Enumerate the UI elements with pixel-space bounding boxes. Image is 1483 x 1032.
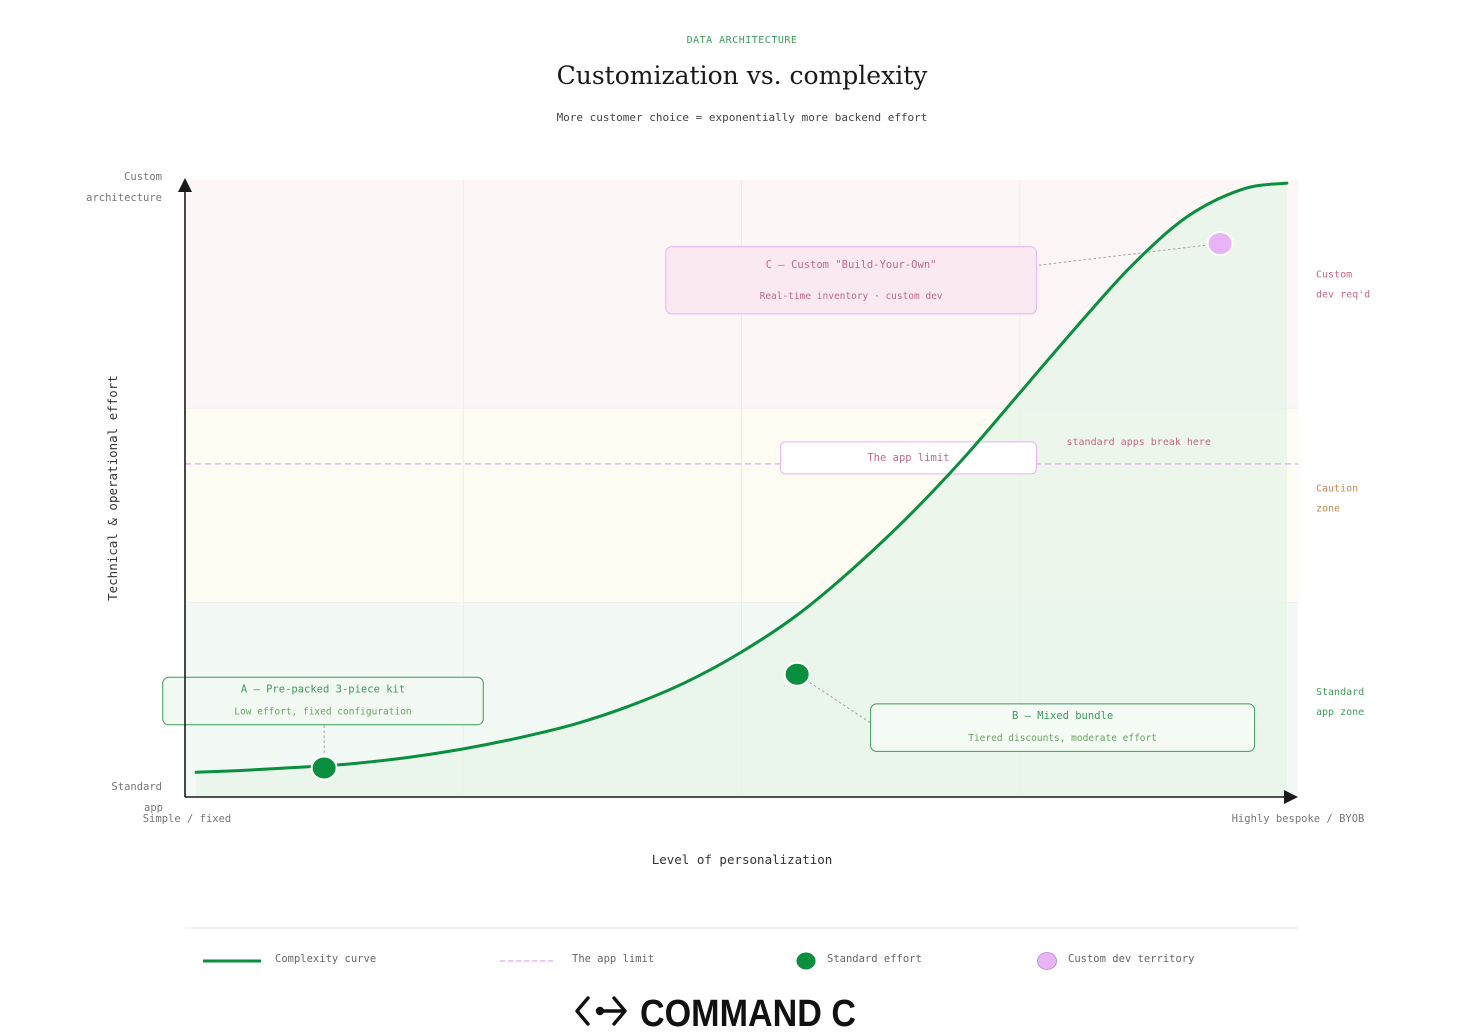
point-A bbox=[310, 755, 338, 781]
legend-swatch-dot-pink bbox=[1037, 952, 1057, 970]
zone-label-2-line-1: dev req'd bbox=[1316, 289, 1370, 300]
axes bbox=[178, 178, 1298, 804]
y-tick-top-label: Custom architecture bbox=[86, 171, 162, 204]
legend-entry-1: The app limit bbox=[500, 953, 654, 965]
y-tick-top: Custom architecture bbox=[86, 171, 162, 204]
callout-B: B — Mixed bundle Tiered discounts, modera… bbox=[870, 703, 1256, 752]
complexity-curve bbox=[194, 181, 1289, 774]
legend-label-0: Complexity curve bbox=[275, 953, 376, 965]
leader-C bbox=[1036, 243, 1221, 266]
legend-label-3: Custom dev territory bbox=[1068, 953, 1194, 965]
brand-logo: COMMAND C bbox=[575, 993, 856, 1032]
zone-label-2-line-0: Custom bbox=[1316, 269, 1352, 280]
legend-entry-3: Custom dev territory bbox=[1037, 952, 1194, 970]
callout-A-box bbox=[162, 676, 484, 726]
callout-B-title: B — Mixed bundle bbox=[1012, 710, 1113, 722]
y-tick-line-0: Standard bbox=[111, 781, 162, 793]
zone-label-0-line-1: app zone bbox=[1316, 707, 1364, 718]
zone-labels: Standard app zone Caution zone Custom dev req… bbox=[1316, 269, 1370, 718]
callout-C-detail: Real-time inventory · custom dev bbox=[760, 291, 943, 302]
y-axis-title: Technical & operational effort bbox=[105, 375, 120, 601]
x-tick-start-label: Simple / fixed bbox=[143, 813, 232, 825]
chart-title: Customization vs. complexity bbox=[557, 61, 929, 90]
data-points bbox=[310, 231, 1234, 781]
legend-label-2: Standard effort bbox=[827, 953, 922, 965]
y-tick-line-0: Custom bbox=[124, 171, 162, 183]
callout-B-detail: Tiered discounts, moderate effort bbox=[968, 733, 1157, 744]
callout-C-title: C — Custom "Build-Your-Own" bbox=[766, 259, 937, 271]
y-axis-arrow bbox=[178, 178, 192, 192]
x-axis-arrow bbox=[1284, 790, 1298, 804]
zone-label-1-line-1: zone bbox=[1316, 504, 1340, 515]
point-B bbox=[783, 661, 811, 687]
callout-B-box bbox=[870, 703, 1256, 752]
app-limit-tag-label: The app limit bbox=[867, 452, 949, 464]
legend-swatch-dot-green bbox=[796, 952, 816, 970]
legend-entry-0: Complexity curve bbox=[203, 953, 376, 965]
callout-A: A — Pre-packed 3-piece kit Low effort, fi… bbox=[162, 676, 484, 726]
y-tick-line-1: architecture bbox=[86, 192, 162, 204]
zone-label-0-line-0: Standard bbox=[1316, 687, 1364, 698]
legend-label-1: The app limit bbox=[572, 953, 654, 965]
x-axis-title: Level of personalization bbox=[652, 852, 833, 867]
app-limit-note: standard apps break here bbox=[1066, 437, 1211, 448]
y-tick-bottom-label: Standard app bbox=[111, 781, 163, 814]
legend-entry-2: Standard effort bbox=[796, 952, 922, 970]
curve-area-fill bbox=[196, 183, 1287, 798]
zone-label-1-line-0: Caution bbox=[1316, 484, 1358, 495]
brand-wordmark: COMMAND C bbox=[640, 993, 856, 1032]
callout-A-title: A — Pre-packed 3-piece kit bbox=[241, 684, 405, 696]
y-tick-bottom: Standard app bbox=[111, 781, 163, 814]
callout-C-box bbox=[665, 246, 1037, 315]
chart-subtitle: More customer choice = exponentially mor… bbox=[557, 111, 928, 124]
eyebrow-label: DATA ARCHITECTURE bbox=[687, 35, 798, 46]
point-C bbox=[1206, 231, 1234, 257]
callout-A-detail: Low effort, fixed configuration bbox=[234, 706, 411, 717]
legend: Complexity curve The app limit Standard ef… bbox=[203, 952, 1194, 970]
callout-C: C — Custom "Build-Your-Own" Real-time inv… bbox=[665, 246, 1037, 315]
x-tick-end-label: Highly bespoke / BYOB bbox=[1232, 813, 1365, 825]
command-icon bbox=[575, 996, 627, 1026]
callout-boxes: A — Pre-packed 3-piece kit Low effort, fi… bbox=[162, 246, 1256, 752]
y-tick-line-1: app bbox=[144, 802, 163, 814]
